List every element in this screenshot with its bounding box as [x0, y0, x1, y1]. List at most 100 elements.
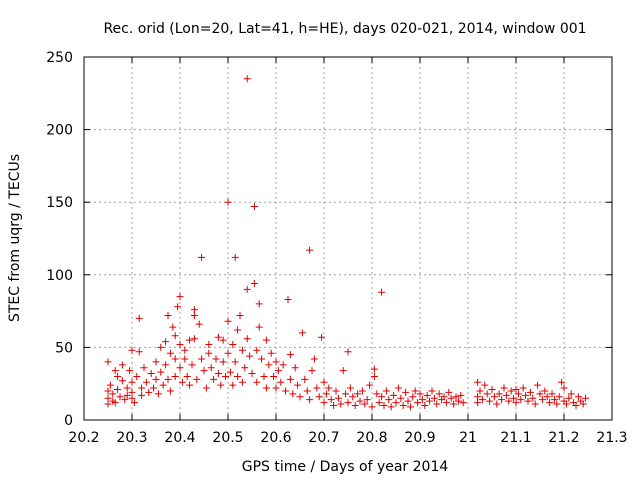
y-tick-label: 250 [46, 50, 73, 66]
data-point [262, 384, 270, 392]
data-point [118, 377, 126, 385]
data-point [243, 335, 251, 343]
data-point [219, 358, 227, 366]
data-point [111, 367, 119, 375]
data-point [126, 367, 134, 375]
data-point [121, 396, 129, 404]
data-point [255, 300, 263, 308]
data-point [289, 390, 297, 398]
data-point [483, 390, 491, 398]
data-point [272, 384, 280, 392]
data-point [435, 390, 443, 398]
data-point [238, 378, 246, 386]
data-point [116, 393, 124, 401]
data-point [243, 285, 251, 293]
data-point [114, 386, 122, 394]
x-tick-label: 20.4 [164, 430, 195, 446]
data-point [522, 391, 530, 399]
data-point [174, 303, 182, 311]
data-point [164, 311, 172, 319]
data-point [157, 368, 165, 376]
data-point [298, 329, 306, 337]
data-point [176, 364, 184, 372]
data-point [296, 393, 304, 401]
data-point [133, 372, 141, 380]
data-point [510, 394, 518, 402]
x-tick-label: 20.5 [212, 430, 243, 446]
data-point [267, 349, 275, 357]
data-point [502, 391, 510, 399]
data-point [308, 367, 316, 375]
data-point [356, 397, 364, 405]
data-point [111, 399, 119, 407]
data-point [490, 393, 498, 401]
data-point [337, 400, 345, 408]
data-point [224, 349, 232, 357]
data-point [104, 400, 112, 408]
data-point [238, 346, 246, 354]
data-point [476, 387, 484, 395]
data-point [164, 375, 172, 383]
data-point [217, 381, 225, 389]
data-point [138, 384, 146, 392]
data-point [572, 401, 580, 409]
data-point [320, 378, 328, 386]
data-point [190, 311, 198, 319]
data-point [579, 400, 587, 408]
data-point [157, 343, 165, 351]
data-point [392, 399, 400, 407]
data-point [538, 396, 546, 404]
data-point [313, 384, 321, 392]
data-point [200, 367, 208, 375]
data-point [231, 253, 239, 261]
data-point [162, 361, 170, 369]
data-point [500, 384, 508, 392]
data-point [495, 390, 503, 398]
data-point [546, 399, 554, 407]
data-point [517, 396, 525, 404]
data-point [306, 396, 314, 404]
data-point [166, 349, 174, 357]
data-point [152, 358, 160, 366]
data-point [418, 396, 426, 404]
x-tick-label: 21 [459, 430, 477, 446]
data-point [426, 397, 434, 405]
data-point [205, 349, 213, 357]
data-point [382, 387, 390, 395]
data-point [250, 203, 258, 211]
data-point [459, 399, 467, 407]
data-point [550, 396, 558, 404]
data-point [387, 403, 395, 411]
data-point [474, 399, 482, 407]
data-point [229, 381, 237, 389]
data-point [378, 288, 386, 296]
data-point [440, 393, 448, 401]
data-point [512, 399, 520, 407]
data-point [272, 358, 280, 366]
data-point [188, 361, 196, 369]
data-point [241, 364, 249, 372]
data-point [574, 393, 582, 401]
data-point [109, 390, 117, 398]
data-point [212, 355, 220, 363]
data-point [375, 399, 383, 407]
data-point [493, 400, 501, 408]
data-point [346, 384, 354, 392]
data-point [370, 365, 378, 373]
data-point [150, 384, 158, 392]
x-tick-label: 20.9 [404, 430, 435, 446]
data-point [202, 384, 210, 392]
data-point [198, 253, 206, 261]
data-point [159, 381, 167, 389]
data-point [334, 394, 342, 402]
x-tick-label: 20.3 [116, 430, 147, 446]
data-point [531, 400, 539, 408]
data-point [248, 370, 256, 378]
data-point [450, 400, 458, 408]
data-point [104, 387, 112, 395]
data-point [234, 326, 242, 334]
data-point [253, 378, 261, 386]
data-point [358, 387, 366, 395]
plot-border [83, 56, 613, 421]
